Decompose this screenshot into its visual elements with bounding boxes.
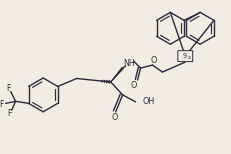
Text: F: F xyxy=(0,100,4,109)
Text: F: F xyxy=(6,84,11,93)
Text: O: O xyxy=(131,81,137,90)
Text: O: O xyxy=(150,56,157,65)
Text: F: F xyxy=(7,109,12,118)
Text: NH: NH xyxy=(124,59,136,68)
Text: s: s xyxy=(188,55,191,60)
Text: OH: OH xyxy=(143,97,155,106)
FancyBboxPatch shape xyxy=(178,51,193,62)
Text: O: O xyxy=(112,113,118,122)
Text: 9: 9 xyxy=(182,53,186,59)
